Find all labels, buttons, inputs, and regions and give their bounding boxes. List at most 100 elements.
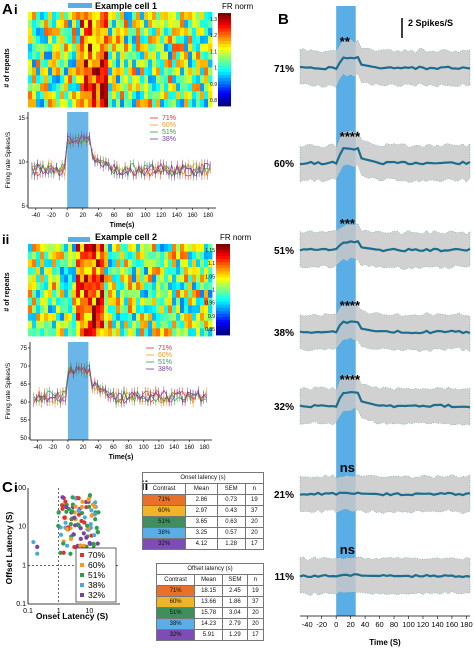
- data-point: [60, 495, 65, 500]
- heatmap-cell: [168, 297, 173, 306]
- heatmap-cell: [92, 267, 97, 276]
- heatmap-cell: [36, 274, 41, 283]
- heatmap-cell: [128, 83, 133, 92]
- legend-marker: [80, 573, 84, 577]
- y-axis-label: Offset Latency (S): [4, 511, 14, 584]
- heatmap-cell: [132, 297, 137, 306]
- onset-cell-n: 19: [244, 494, 265, 506]
- heatmap-cell: [188, 290, 193, 299]
- heatmap-cell: [120, 51, 125, 60]
- heatmap-cell: [116, 75, 121, 84]
- heatmap-cell: [184, 27, 189, 37]
- heatmap-cell: [120, 282, 125, 291]
- heatmap-cell: [100, 290, 105, 299]
- heatmap-cell: [28, 267, 33, 276]
- heatmap-cell: [124, 290, 129, 299]
- heatmap-cell: [72, 251, 77, 260]
- mean-trace: [299, 55, 471, 71]
- heatmap-cell: [80, 83, 85, 92]
- heatmap-cell: [76, 19, 81, 29]
- heatmap-cell: [160, 290, 165, 299]
- heatmap-cell: [148, 91, 153, 100]
- heatmap-cell: [76, 67, 81, 76]
- heatmap-cell: [56, 297, 61, 306]
- heatmap-cell: [40, 274, 45, 283]
- cell2-heat-ylabel: # of repeats: [4, 272, 11, 311]
- heatmap-cell: [40, 19, 45, 29]
- heatmap-cell: [44, 83, 49, 92]
- rate-trace: [31, 136, 211, 178]
- offset-cell-mean: 5.91: [194, 629, 223, 641]
- heatmap-cell: [28, 259, 33, 268]
- colorbar-segment: [216, 268, 230, 272]
- heatmap-cell: [64, 259, 69, 268]
- heatmap-cell: [76, 43, 81, 52]
- heatmap-cell: [32, 51, 37, 60]
- heatmap-cell: [100, 282, 105, 291]
- heatmap-cell: [124, 267, 129, 276]
- heatmap-cell: [104, 267, 109, 276]
- heatmap-cell: [40, 43, 45, 52]
- heatmap-cell: [84, 75, 89, 84]
- heatmap-cell: [48, 274, 53, 283]
- heatmap-cell: [72, 305, 77, 314]
- heatmap-cell: [72, 259, 77, 268]
- y-tick-label: 15: [18, 116, 25, 122]
- heatmap-cell: [56, 290, 61, 299]
- heatmap-cell: [92, 244, 97, 253]
- heatmap-cell: [100, 313, 105, 322]
- heatmap-cell: [160, 51, 165, 60]
- heatmap-cell: [84, 251, 89, 260]
- heatmap-cell: [72, 274, 77, 283]
- heatmap-cell: [112, 35, 117, 45]
- data-point: [63, 499, 68, 504]
- heatmap-cell: [188, 244, 193, 253]
- heatmap-cell: [128, 251, 133, 260]
- heatmap-cell: [116, 274, 121, 283]
- heatmap-cell: [140, 51, 145, 60]
- heatmap-cell: [68, 99, 73, 108]
- data-point: [79, 504, 84, 510]
- heatmap-cell: [124, 83, 129, 92]
- x-tick-label: 140: [431, 620, 444, 629]
- offset-table-caption: Offset latency (s): [156, 563, 264, 575]
- heatmap-cell: [196, 259, 201, 268]
- heatmap-cell: [64, 27, 69, 37]
- heatmap-cell: [36, 251, 41, 260]
- heatmap-cell: [52, 313, 57, 322]
- heatmap-cell: [100, 51, 105, 60]
- heatmap-cell: [84, 282, 89, 291]
- heatmap-cell: [52, 244, 57, 253]
- colorbar-segment: [218, 44, 231, 48]
- heatmap-cell: [80, 328, 85, 337]
- panel-label-c: C: [2, 479, 13, 496]
- heatmap-cell: [72, 19, 77, 29]
- heatmap-cell: [136, 259, 141, 268]
- row-contrast-label: 71%: [274, 64, 294, 75]
- heatmap-cell: [64, 290, 69, 299]
- heatmap-cell: [208, 251, 213, 260]
- heatmap-cell: [184, 274, 189, 283]
- heatmap-cell: [176, 43, 181, 52]
- heatmap-cell: [180, 313, 185, 322]
- heatmap-cell: [164, 274, 169, 283]
- heatmap-cell: [36, 290, 41, 299]
- heatmap-cell: [176, 297, 181, 306]
- x-tick-label: 120: [417, 620, 430, 629]
- heatmap-cell: [84, 328, 89, 337]
- heatmap-cell: [112, 27, 117, 37]
- colorbar-segment: [216, 247, 230, 251]
- colorbar-tick-label: 0.9: [210, 82, 217, 88]
- heatmap-cell: [32, 27, 37, 37]
- onset-cell-contrast: 71%: [141, 494, 187, 506]
- heatmap-cell: [88, 43, 93, 52]
- heatmap-cell: [32, 290, 37, 299]
- heatmap-cell: [192, 282, 197, 291]
- heatmap-cell: [40, 27, 45, 37]
- heatmap-cell: [168, 274, 173, 283]
- heatmap-cell: [64, 244, 69, 253]
- x-tick-label: 180: [203, 213, 214, 219]
- heatmap-cell: [188, 35, 193, 45]
- heatmap-cell: [180, 251, 185, 260]
- heatmap-cell: [80, 27, 85, 37]
